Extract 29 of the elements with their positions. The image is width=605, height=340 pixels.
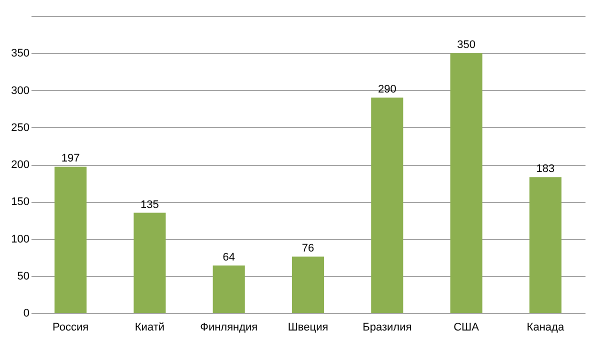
data-label: 76	[302, 242, 314, 255]
y-tick-label: 150	[11, 196, 30, 208]
bar	[292, 256, 324, 313]
bar	[450, 53, 482, 313]
bar	[134, 212, 166, 313]
data-label: 290	[378, 84, 396, 96]
y-tick-label: 250	[11, 122, 30, 134]
y-tick-label: 50	[17, 270, 30, 282]
x-tick-label: Киатй	[134, 322, 165, 334]
bar	[371, 98, 404, 313]
bar	[529, 177, 562, 313]
x-tick-label: Бразилия	[362, 322, 412, 334]
data-label: 64	[222, 251, 235, 264]
x-tick-label: Россия	[52, 322, 89, 334]
y-tick-label: 350	[11, 48, 30, 60]
bar	[212, 265, 245, 313]
y-tick-label: 200	[11, 159, 30, 171]
data-label: 197	[61, 152, 80, 165]
x-tick-label: Канада	[526, 322, 565, 334]
data-label: 183	[536, 163, 555, 176]
y-tick-label: 0	[23, 308, 30, 320]
x-tick-label: США	[454, 322, 480, 334]
bar	[54, 166, 87, 313]
data-label: 350	[457, 39, 476, 52]
data-label: 135	[140, 198, 159, 211]
y-tick-label: 300	[11, 84, 30, 97]
x-tick-label: Швеция	[288, 322, 328, 334]
y-tick-label: 100	[11, 233, 30, 246]
x-tick-label: Финляндия	[200, 322, 258, 334]
